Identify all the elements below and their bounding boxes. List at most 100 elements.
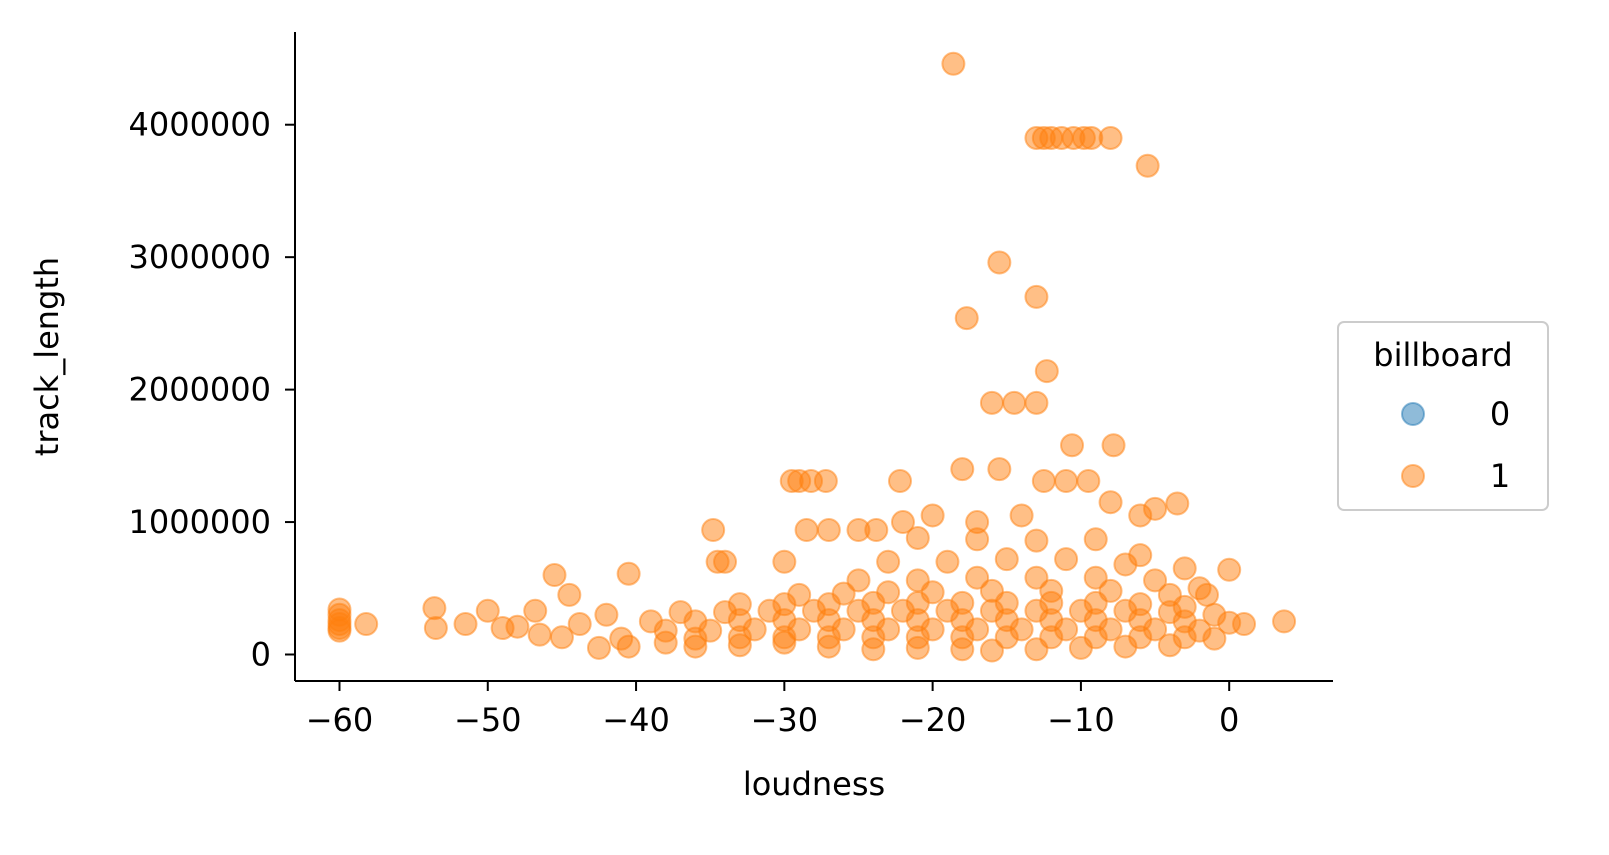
- data-point-series-1: [701, 518, 726, 543]
- legend-box: [1337, 321, 1549, 511]
- data-point-series-1: [979, 390, 1004, 415]
- data-point-series-1: [813, 469, 838, 494]
- data-point-series-1: [920, 503, 945, 528]
- legend-marker-0: [1401, 402, 1425, 426]
- x-tick-label: 0: [1219, 701, 1239, 739]
- data-point-series-1: [1024, 528, 1049, 553]
- data-point-series-1: [1039, 625, 1064, 650]
- data-point-series-1: [586, 635, 611, 660]
- legend: billboard 01: [1337, 321, 1549, 511]
- data-point-series-1: [527, 622, 552, 647]
- data-point-series-1: [727, 625, 752, 650]
- x-tick-label: −20: [899, 701, 967, 739]
- data-point-series-1: [1002, 390, 1027, 415]
- legend-entries: 01: [1401, 395, 1510, 495]
- data-point-series-1: [327, 618, 352, 643]
- data-point-series-1: [557, 582, 582, 607]
- y-ticks: 0 1000000 2000000 3000000 4000000: [128, 106, 295, 674]
- data-point-series-1: [864, 518, 889, 543]
- data-point-series-1: [1034, 359, 1059, 384]
- data-point-series-1: [772, 549, 797, 574]
- data-point-series-1: [422, 596, 447, 621]
- data-point-series-1: [816, 625, 841, 650]
- data-point-series-1: [772, 625, 797, 650]
- data-point-series-1: [935, 549, 960, 574]
- data-point-series-1: [994, 547, 1019, 572]
- legend-label-0: 0: [1490, 395, 1510, 433]
- data-point-series-1: [1083, 625, 1108, 650]
- data-point-series-1: [1024, 284, 1049, 309]
- data-point-series-1: [1031, 469, 1056, 494]
- data-point-series-1: [965, 527, 990, 552]
- data-point-series-1: [594, 602, 619, 627]
- data-point-series-1: [1128, 503, 1153, 528]
- y-tick-label: 4000000: [128, 106, 271, 144]
- data-point-series-1: [354, 612, 379, 637]
- data-point-series-1: [1128, 625, 1153, 650]
- data-point-series-1: [876, 549, 901, 574]
- data-point-series-1: [505, 614, 530, 639]
- data-point-series-1: [1024, 390, 1049, 415]
- y-axis-title: track_length: [28, 257, 66, 456]
- data-point-series-1: [1060, 433, 1085, 458]
- data-point-series-1: [905, 525, 930, 550]
- data-point-series-1: [549, 625, 574, 650]
- data-point-series-1: [567, 612, 592, 637]
- data-point-series-1: [1076, 469, 1101, 494]
- data-point-series-1: [987, 457, 1012, 482]
- x-ticks: −60 −50 −40 −30 −20 −10 0: [306, 681, 1239, 739]
- data-point-series-1: [523, 598, 548, 623]
- data-point-series-1: [542, 563, 567, 588]
- data-point-series-1: [950, 625, 975, 650]
- data-point-series-1: [1101, 433, 1126, 458]
- data-point-series-1: [1024, 565, 1049, 590]
- data-point-series-1: [1098, 490, 1123, 515]
- legend-title: billboard: [1373, 336, 1512, 374]
- data-point-series-1: [1083, 565, 1108, 590]
- x-tick-label: −60: [306, 701, 374, 739]
- y-tick-label: 2000000: [128, 371, 271, 409]
- data-point-series-1: [1143, 568, 1168, 593]
- data-point-series-1: [1054, 547, 1079, 572]
- data-point-series-1: [950, 457, 975, 482]
- data-point-series-1: [888, 469, 913, 494]
- data-point-series-1: [1113, 552, 1138, 577]
- data-point-series-1: [683, 626, 708, 651]
- y-tick-label: 3000000: [128, 238, 271, 276]
- data-point-series-1: [616, 561, 641, 586]
- data-point-series-1: [1217, 557, 1242, 582]
- data-point-series-1: [1083, 527, 1108, 552]
- y-tick-label: 1000000: [128, 503, 271, 541]
- data-point-series-1: [1172, 625, 1197, 650]
- data-point-series-1: [475, 598, 500, 623]
- data-point-series-1: [987, 250, 1012, 275]
- data-point-series-1: [453, 612, 478, 637]
- data-point-series-1: [979, 638, 1004, 663]
- data-point-series-1: [1135, 153, 1160, 178]
- data-point-series-1: [1009, 503, 1034, 528]
- data-point-series-1: [905, 625, 930, 650]
- data-point-series-1: [954, 306, 979, 331]
- data-point-series-1: [616, 634, 641, 659]
- data-point-series-1: [1272, 609, 1297, 634]
- data-point-series-1: [941, 51, 966, 76]
- data-point-series-1: [1217, 610, 1242, 635]
- points-layer: [327, 51, 1297, 663]
- data-point-series-1: [713, 549, 738, 574]
- x-tick-label: −40: [602, 701, 670, 739]
- data-point-series-1: [794, 518, 819, 543]
- data-point-series-1: [861, 625, 886, 650]
- data-point-series-1: [1165, 491, 1190, 516]
- data-point-series-1: [1054, 469, 1079, 494]
- legend-label-1: 1: [1490, 457, 1510, 495]
- data-point-series-1: [846, 568, 871, 593]
- data-point-series-1: [1187, 576, 1212, 601]
- data-point-series-1: [1172, 556, 1197, 581]
- data-point-series-1: [653, 618, 678, 643]
- data-point-series-1: [994, 625, 1019, 650]
- data-point-series-1: [890, 510, 915, 535]
- legend-marker-1: [1401, 464, 1425, 488]
- data-point-series-1: [965, 565, 990, 590]
- data-point-series-1: [816, 518, 841, 543]
